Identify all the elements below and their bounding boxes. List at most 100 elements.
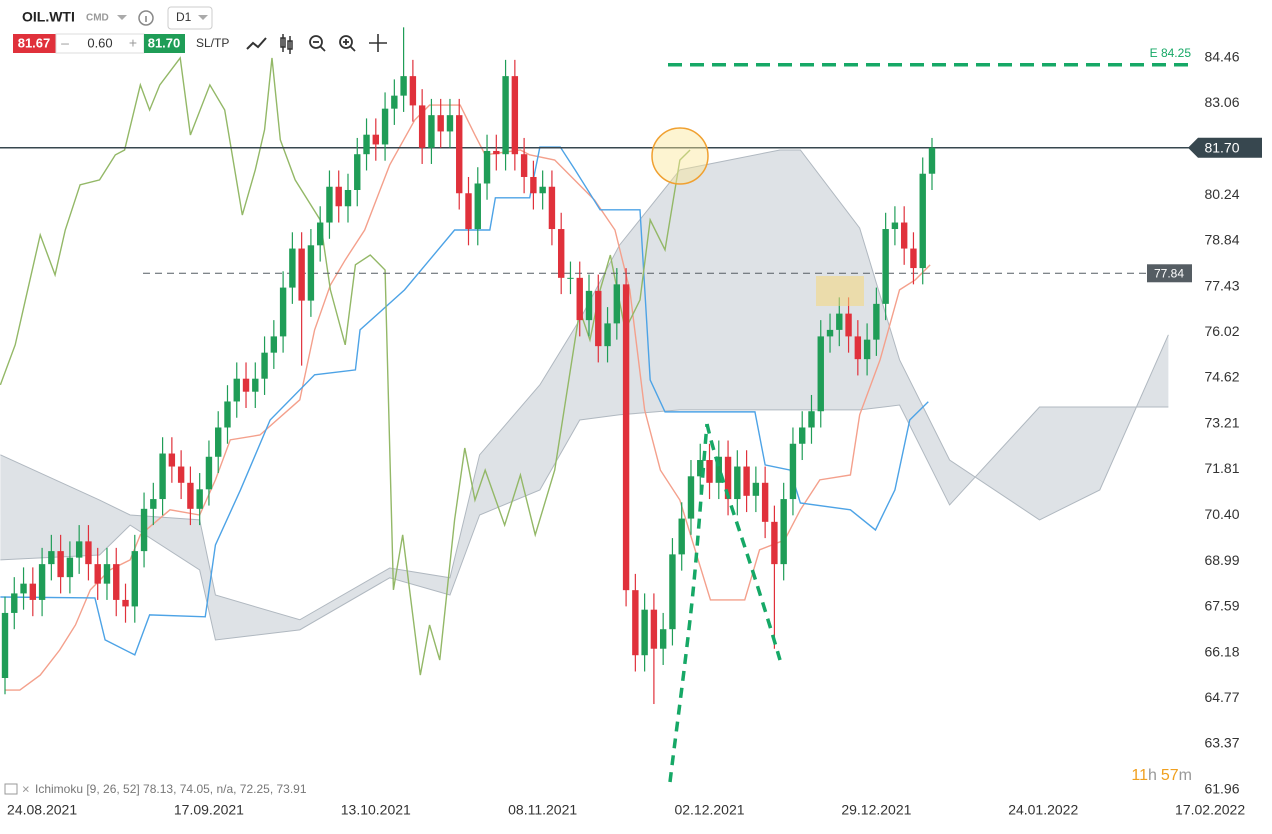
symbol[interactable]: OIL.WTI xyxy=(22,9,75,25)
candle-body xyxy=(159,453,166,500)
candle-body xyxy=(66,557,74,578)
interval-select[interactable] xyxy=(167,6,213,30)
spread: 0.60 xyxy=(87,35,112,50)
cloud-edge xyxy=(0,404,1169,641)
category: CMD xyxy=(86,13,109,24)
candle-body xyxy=(38,564,46,600)
candle-body xyxy=(131,551,138,607)
timer-minutes: 57 xyxy=(1161,767,1179,784)
candle-body xyxy=(354,154,361,190)
candle-body xyxy=(437,115,444,132)
remove-indicator[interactable]: × xyxy=(22,781,30,796)
sltp[interactable]: SL/TP xyxy=(196,36,229,50)
candle-body xyxy=(418,105,426,148)
candle-body xyxy=(854,336,862,360)
y-tick-label: 67.59 xyxy=(1204,597,1239,613)
candle-body xyxy=(465,193,472,230)
y-tick-label: 80.24 xyxy=(1204,186,1239,202)
candle-body xyxy=(11,593,18,613)
candle-body xyxy=(103,564,111,584)
timer-hours: 11 xyxy=(1131,767,1148,784)
candle-body xyxy=(919,173,926,269)
candle-body xyxy=(215,427,222,457)
level-tag xyxy=(1147,264,1192,283)
candle-body xyxy=(595,290,602,347)
y-tick-label: 83.06 xyxy=(1204,94,1239,110)
ask-price: 81.70 xyxy=(148,35,181,50)
candle-body xyxy=(632,590,639,656)
candle-body xyxy=(752,482,760,496)
candle-body xyxy=(817,336,824,412)
x-tick-label: 17.02.2022 xyxy=(1175,802,1245,818)
dropdown-arrow[interactable] xyxy=(117,15,127,20)
drawn-line xyxy=(705,423,782,661)
candle-body xyxy=(168,453,176,467)
plus: + xyxy=(129,35,137,51)
minus: – xyxy=(61,35,69,51)
cloud-fill xyxy=(0,149,1169,640)
x-tick-label: 24.08.2021 xyxy=(7,802,77,818)
candle-body xyxy=(474,183,481,230)
indicator-icon[interactable] xyxy=(4,783,18,795)
candle-body xyxy=(1,612,9,678)
candle-body xyxy=(548,186,556,230)
x-tick-label: 02.12.2021 xyxy=(674,802,744,818)
candle-body xyxy=(456,115,463,194)
candle-body xyxy=(391,95,398,109)
candle-body xyxy=(882,229,889,304)
interval: D1 xyxy=(176,10,192,24)
footer: × Ichimoku [9, 26, 52] 78.13, 74.05, n/a… xyxy=(4,767,1192,796)
candle-body xyxy=(687,476,695,519)
candle-body xyxy=(808,411,815,428)
x-tick-label: 13.10.2021 xyxy=(341,802,411,818)
zoom-out[interactable] xyxy=(309,35,326,52)
timer-hours-unit: h xyxy=(1148,767,1157,784)
candle-body xyxy=(224,401,231,428)
candle-body xyxy=(576,277,583,321)
y-tick-label: 76.02 xyxy=(1204,323,1239,339)
axes: E 84.25 81.70 77.84 84.46 83.06 80.24 78.84 77.… xyxy=(7,46,1262,818)
candle-body xyxy=(530,176,537,194)
candle-body xyxy=(873,303,880,340)
candle-body xyxy=(196,489,203,509)
candle-body xyxy=(113,564,120,600)
candle-body xyxy=(372,134,380,145)
candle-body xyxy=(891,222,899,230)
candle-body xyxy=(585,290,593,321)
candle-body xyxy=(307,245,315,301)
candle-body xyxy=(928,147,936,174)
candle-body xyxy=(316,222,324,246)
candle-body xyxy=(567,277,574,279)
candle-body xyxy=(122,599,129,607)
candle-body xyxy=(863,339,871,360)
candle-tool[interactable] xyxy=(280,34,293,54)
candle-body xyxy=(400,76,407,96)
sell-button[interactable] xyxy=(13,34,56,53)
info-icon[interactable] xyxy=(138,10,154,26)
candle-body xyxy=(511,76,519,155)
pan-tool[interactable] xyxy=(369,34,387,52)
y-tick-label: 64.77 xyxy=(1204,689,1239,705)
highlight-box xyxy=(816,276,864,306)
candle-body xyxy=(771,521,778,565)
zoom-in[interactable] xyxy=(339,35,356,52)
toolbar: OIL.WTI CMD D1 81.67 – 0.60 + 81.70 SL/T… xyxy=(13,6,387,54)
candle-body xyxy=(659,629,667,649)
candle-body xyxy=(780,499,787,565)
candle-body xyxy=(761,482,769,522)
y-tick-label: 74.62 xyxy=(1204,369,1239,385)
drawn-line xyxy=(668,423,709,783)
y-tick-label: 78.84 xyxy=(1204,231,1239,247)
current-price-tag xyxy=(1188,137,1262,158)
candle-body xyxy=(706,460,713,483)
order-label: E 84.25 xyxy=(1150,46,1192,60)
candle-body xyxy=(557,229,565,278)
y-tick-label: 84.46 xyxy=(1204,49,1239,65)
candle-body xyxy=(187,482,194,509)
buy-button[interactable] xyxy=(144,34,185,53)
line-tool[interactable] xyxy=(246,37,267,50)
y-tick-label: 73.21 xyxy=(1204,415,1239,431)
candle-body xyxy=(446,115,454,132)
candle-body xyxy=(409,76,417,106)
